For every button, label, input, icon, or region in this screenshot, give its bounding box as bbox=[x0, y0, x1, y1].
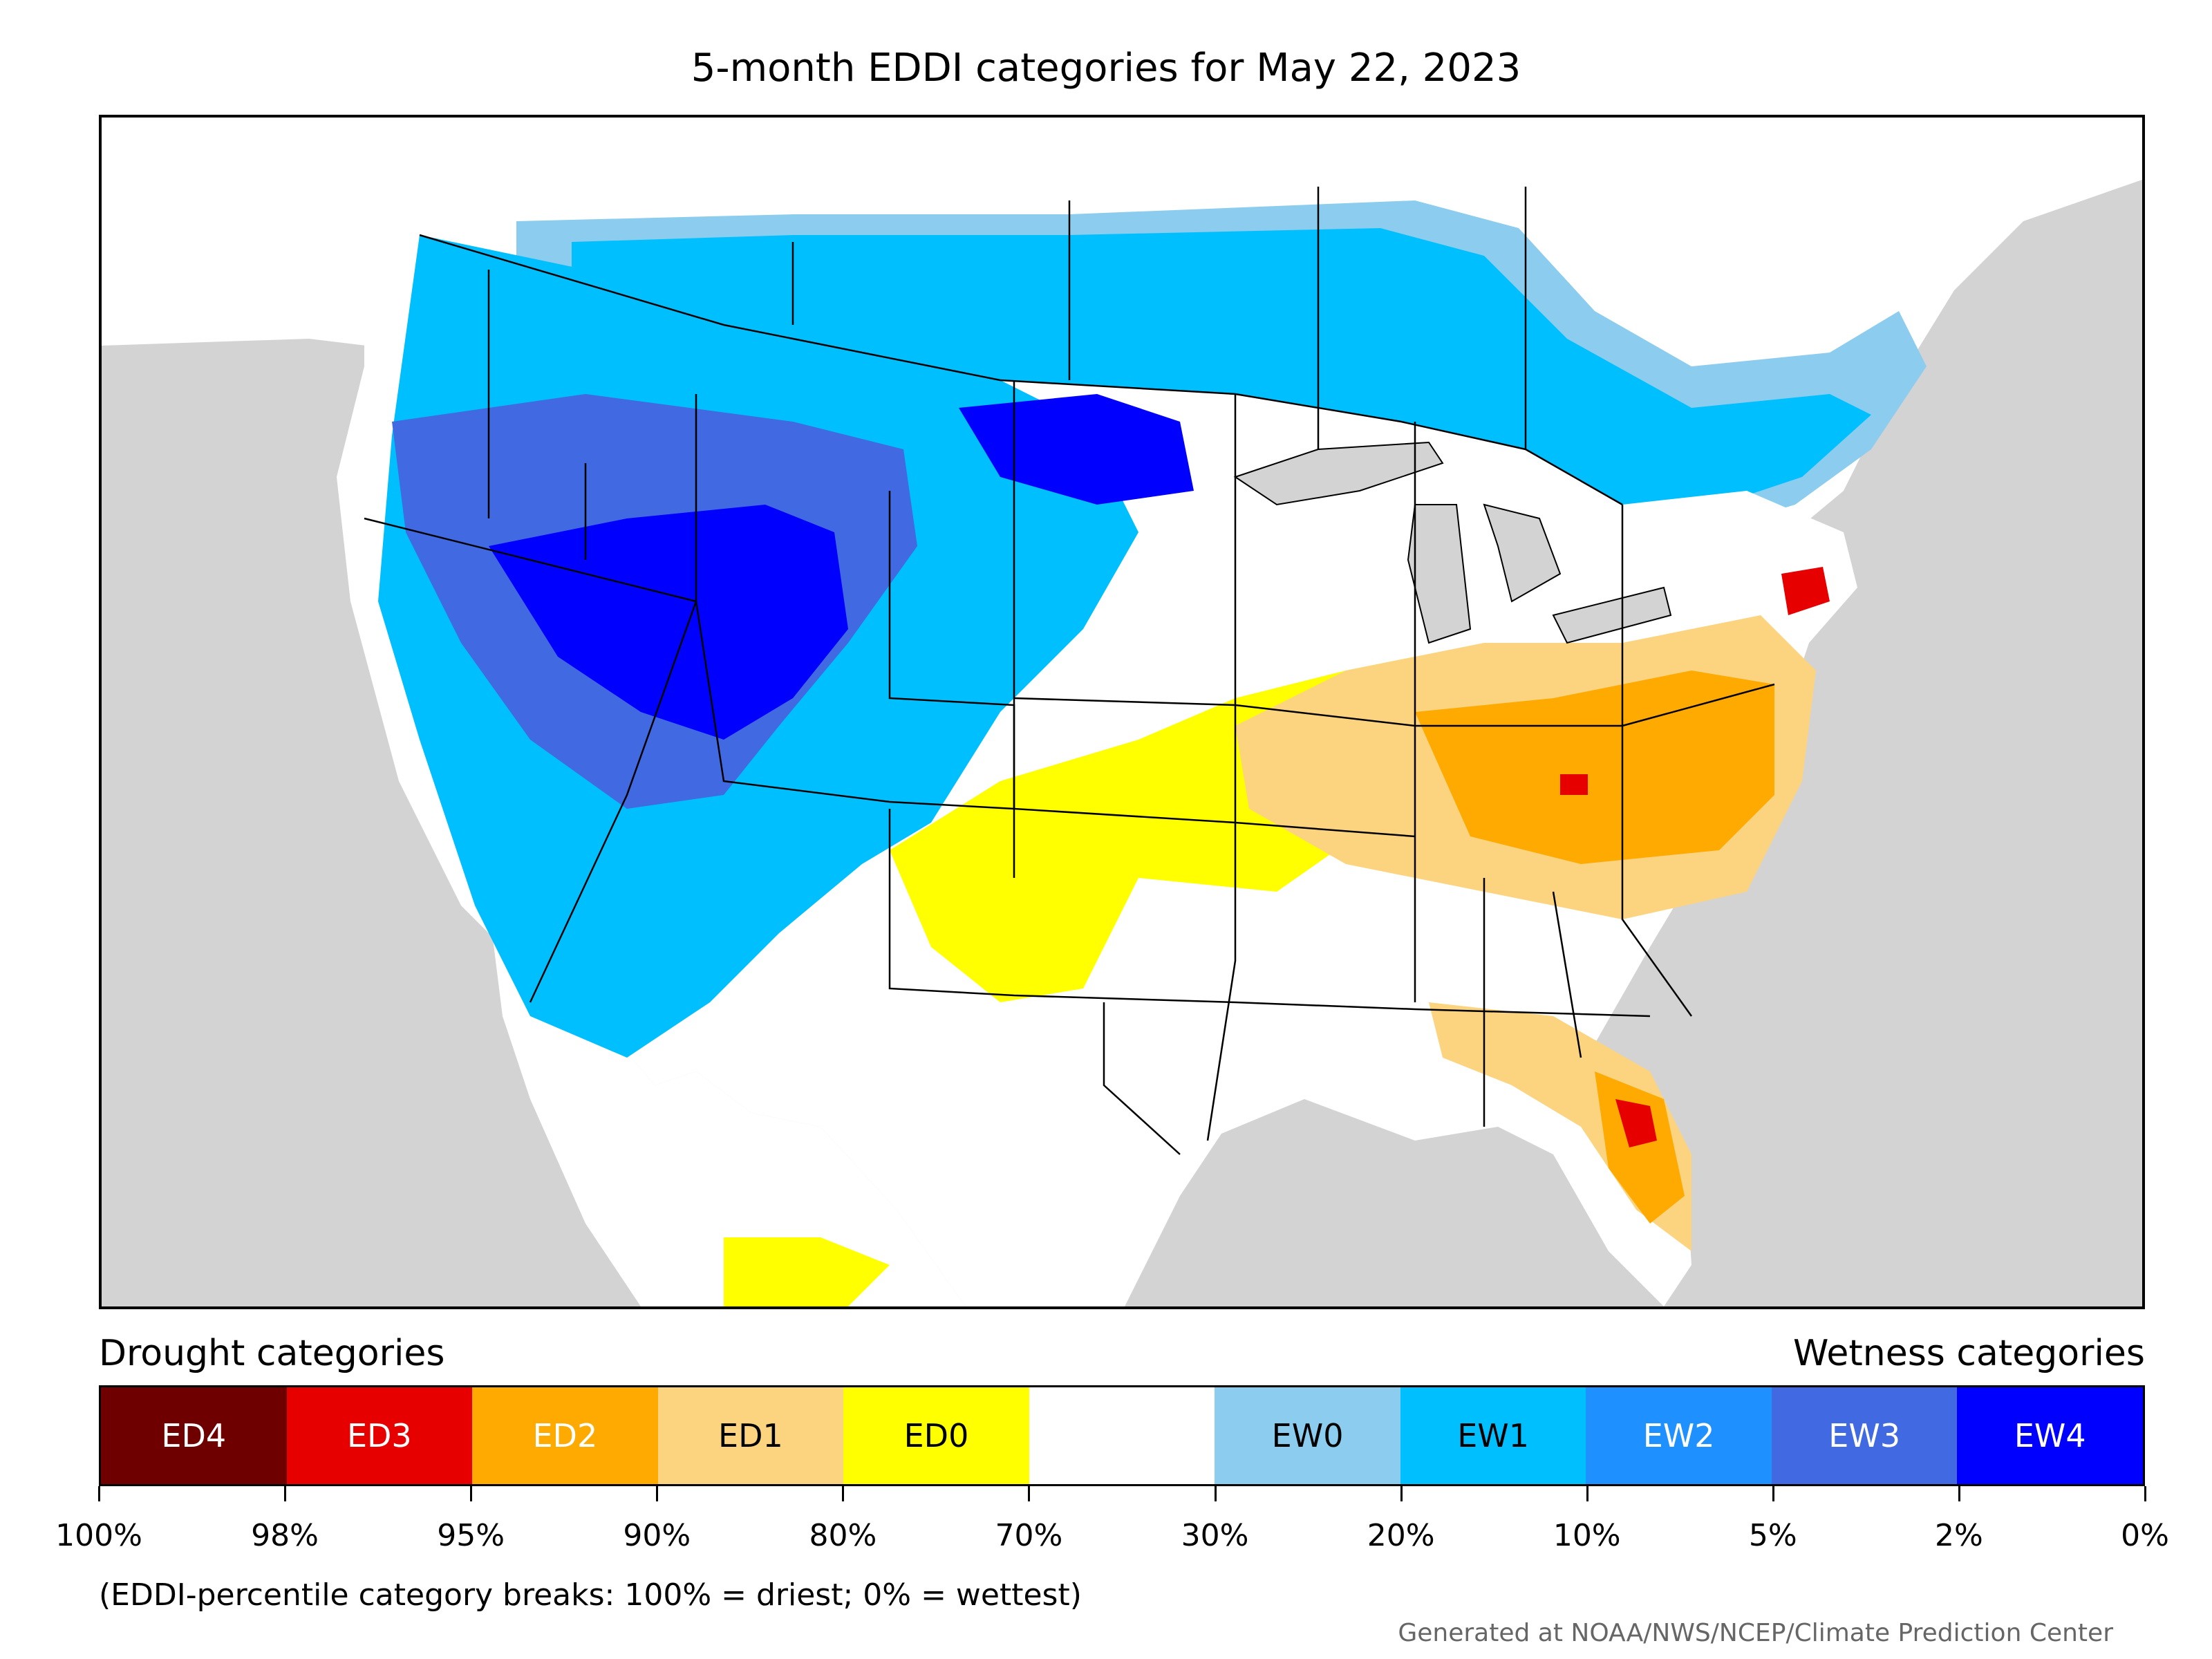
colorbar-tick bbox=[1214, 1486, 1217, 1501]
colorbar-tick-label: 95% bbox=[437, 1518, 505, 1553]
colorbar-box-ew2: EW2 bbox=[1586, 1387, 1772, 1484]
colorbar-tick-label: 10% bbox=[1553, 1518, 1621, 1553]
colorbar-tick bbox=[1400, 1486, 1403, 1501]
colorbar-tick bbox=[2144, 1486, 2146, 1501]
map-title: 5-month EDDI categories for May 22, 2023 bbox=[691, 46, 1521, 91]
colorbar-box-normal bbox=[1029, 1387, 1215, 1484]
colorbar-tick bbox=[842, 1486, 845, 1501]
colorbar-tick bbox=[1586, 1486, 1588, 1501]
credit-text: Generated at NOAA/NWS/NCEP/Climate Predi… bbox=[1398, 1619, 2113, 1647]
atlantic-water bbox=[1595, 601, 2142, 1306]
percentile-note: (EDDI-percentile category breaks: 100% =… bbox=[99, 1577, 1082, 1613]
kentucky-ed3-spot bbox=[1560, 774, 1588, 795]
canada-ew1-band bbox=[572, 228, 1871, 525]
colorbar-tick-label: 90% bbox=[623, 1518, 691, 1553]
colorbar-tick-label: 5% bbox=[1748, 1518, 1797, 1553]
drought-categories-heading: Drought categories bbox=[99, 1333, 445, 1374]
eddi-map bbox=[99, 115, 2145, 1309]
colorbar-box-ed1: ED1 bbox=[657, 1387, 844, 1484]
colorbar-tick-label: 30% bbox=[1181, 1518, 1249, 1553]
colorbar-tick bbox=[1772, 1486, 1774, 1501]
new-england-ed3-spot bbox=[1781, 567, 1830, 615]
colorbar-box-ed4: ED4 bbox=[101, 1387, 287, 1484]
colorbar-tick bbox=[284, 1486, 287, 1501]
colorbar-box-ew0: EW0 bbox=[1215, 1387, 1400, 1484]
wetness-categories-heading: Wetness categories bbox=[1793, 1333, 2145, 1374]
border-lines bbox=[364, 187, 1775, 1155]
colorbar-tick-label: 20% bbox=[1367, 1518, 1435, 1553]
mexico-land bbox=[489, 906, 966, 1306]
colorbar-tick bbox=[656, 1486, 659, 1501]
great-lakes-water bbox=[1233, 441, 1672, 644]
colorbar-tick-label: 2% bbox=[1935, 1518, 1983, 1553]
colorbar-tick-label: 0% bbox=[2121, 1518, 2169, 1553]
colorbar-tick-label: 70% bbox=[995, 1518, 1063, 1553]
colorbar-tick bbox=[98, 1486, 100, 1501]
texas-ed0-area bbox=[724, 1237, 890, 1306]
category-colorbar: ED4 ED3 ED2 ED1 ED0 EW0 EW1 EW2 EW3 EW4 bbox=[99, 1385, 2145, 1486]
colorbar-tick-label: 80% bbox=[809, 1518, 877, 1553]
florida-ed2-area bbox=[1595, 1071, 1685, 1224]
florida-ed3-spot bbox=[1615, 1099, 1657, 1147]
ohio-valley-ed2-area bbox=[1415, 671, 1774, 864]
colorbar-box-ew3: EW3 bbox=[1771, 1387, 1958, 1484]
colorbar-ticks bbox=[98, 1486, 2146, 1503]
west-ew4-area bbox=[489, 505, 848, 740]
colorbar-box-ed0: ED0 bbox=[843, 1387, 1029, 1484]
colorbar-box-ew1: EW1 bbox=[1400, 1387, 1586, 1484]
colorbar-box-ew4: EW4 bbox=[1957, 1387, 2144, 1484]
colorbar-box-ed2: ED2 bbox=[472, 1387, 658, 1484]
colorbar-tick bbox=[1958, 1486, 1960, 1501]
colorbar-tick-label: 100% bbox=[55, 1518, 142, 1553]
colorbar-tick bbox=[470, 1486, 473, 1501]
colorbar-tick-label: 98% bbox=[251, 1518, 319, 1553]
dakotas-ew4-area bbox=[959, 394, 1194, 505]
colorbar-tick bbox=[1028, 1486, 1031, 1501]
colorbar-box-ed3: ED3 bbox=[286, 1387, 473, 1484]
eddi-map-canvas bbox=[102, 118, 2142, 1306]
